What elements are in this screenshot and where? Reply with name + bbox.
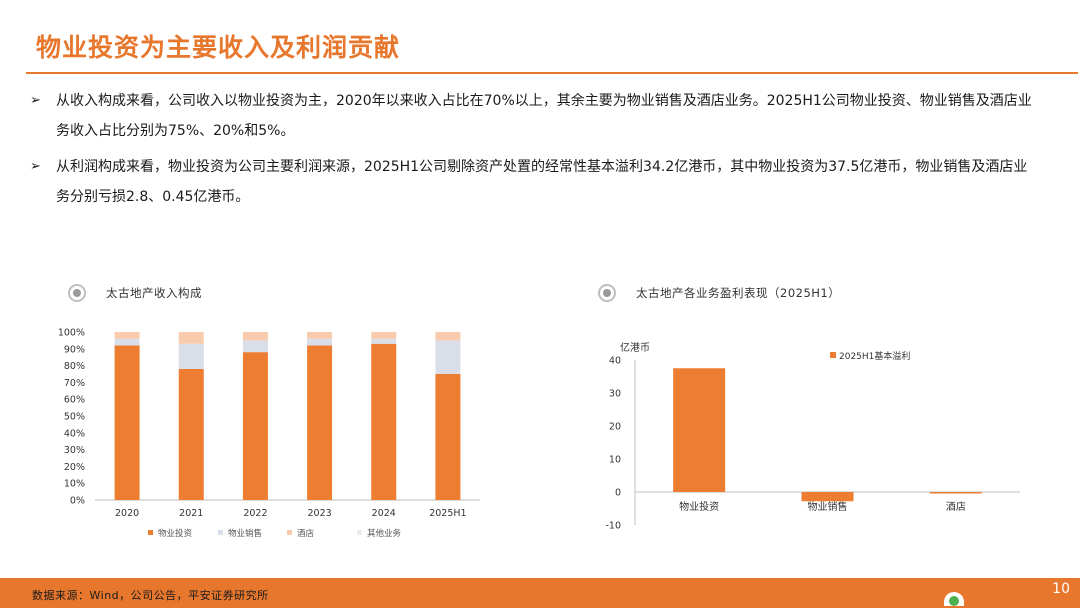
x-tick-label: 物业销售: [808, 500, 848, 513]
chart2-title: 太古地产各业务盈利表现（2025H1）: [636, 286, 841, 300]
bullet-profit: ➢ 从利润构成来看，物业投资为公司主要利润来源，2025H1公司剔除资产处置的经…: [30, 152, 1040, 212]
y-tick-label: 30: [609, 389, 621, 400]
page-number: 10: [1052, 581, 1070, 597]
x-tick-label: 2025H1: [429, 508, 466, 519]
y-tick-label: 100%: [58, 328, 85, 339]
legend-label: 物业投资: [158, 528, 193, 539]
y-tick-label: 20: [609, 422, 621, 433]
x-tick-label: 酒店: [946, 500, 966, 513]
bar-property-investment: [114, 345, 140, 500]
legend-swatch: [357, 530, 362, 535]
y-tick-label: 80%: [64, 361, 85, 372]
bar-property-sales: [242, 340, 268, 353]
bar-hotel: [371, 332, 397, 339]
revenue-composition-chart: 0% 10% 20% 30% 40% 50% 60% 70% 80% 90% 100% 2020 202…: [58, 328, 480, 539]
brand-logo-icon: [944, 592, 964, 606]
bar-property-sales: [114, 338, 140, 346]
y-tick-label: 20%: [64, 462, 85, 473]
legend-swatch: [830, 352, 836, 358]
legend-label: 其他业务: [367, 528, 402, 539]
chart1-header: 太古地产收入构成: [68, 284, 202, 302]
legend-label: 酒店: [297, 528, 315, 539]
x-tick-label: 2022: [243, 508, 267, 519]
y-tick-label: 60%: [64, 395, 85, 406]
x-tick-label: 2021: [179, 508, 203, 519]
bar-property-investment: [242, 352, 268, 500]
bar-property-investment: [178, 368, 204, 500]
bar-hotel: [435, 332, 461, 341]
chart1-title: 太古地产收入构成: [106, 286, 202, 300]
x-tick-label: 2023: [307, 508, 331, 519]
bullet-arrow-icon: ➢: [30, 93, 41, 108]
bar-property-investment: [307, 345, 333, 500]
bullet-arrow-icon: ➢: [30, 159, 41, 174]
legend-label: 2025H1基本溢利: [839, 350, 910, 362]
bar-property-sales: [371, 338, 397, 344]
bullet-list: ➢ 从收入构成来看，公司收入以物业投资为主，2020年以来收入占比在70%以上，…: [30, 86, 1040, 212]
legend-swatch: [218, 530, 223, 535]
target-icon: [68, 284, 86, 302]
y-tick-label: 10: [609, 455, 621, 466]
y-tick-label: 70%: [64, 378, 85, 389]
legend-swatch: [287, 530, 292, 535]
bar-segment-profit: [801, 492, 854, 502]
title-divider: [26, 72, 1078, 74]
target-icon: [598, 284, 616, 302]
y-axis-unit-label: 亿港币: [620, 341, 650, 354]
slide-title: 物业投资为主要收入及利润贡献: [36, 33, 401, 62]
legend-swatch: [148, 530, 153, 535]
x-tick-label: 2024: [372, 508, 396, 519]
bar-property-sales: [435, 340, 461, 374]
y-tick-label: 0%: [70, 496, 85, 507]
bar-hotel: [178, 332, 204, 344]
x-tick-label: 物业投资: [679, 500, 719, 513]
legend-label: 物业销售: [228, 528, 262, 539]
bullet-revenue: ➢ 从收入构成来看，公司收入以物业投资为主，2020年以来收入占比在70%以上，…: [30, 86, 1040, 146]
chart2-header: 太古地产各业务盈利表现（2025H1）: [598, 284, 840, 302]
y-tick-label: 0: [615, 488, 621, 499]
bar-segment-profit: [929, 492, 982, 494]
y-tick-label: -10: [605, 521, 621, 532]
bullet-profit-text: 从利润构成来看，物业投资为公司主要利润来源，2025H1公司剔除资产处置的经常性…: [56, 159, 1028, 205]
bar-segment-profit: [673, 368, 726, 492]
bar-property-investment: [371, 343, 397, 500]
y-tick-label: 10%: [64, 479, 85, 490]
bar-property-sales: [307, 338, 333, 346]
x-tick-label: 2020: [115, 508, 139, 519]
bar-hotel: [307, 332, 333, 339]
segment-profit-chart: 亿港币 -10 0 10 20 30 40 物业投资 物业销售 酒店 2025H1基本溢利: [605, 341, 1020, 532]
bar-property-sales: [178, 343, 204, 369]
bullet-revenue-text: 从收入构成来看，公司收入以物业投资为主，2020年以来收入占比在70%以上，其余…: [56, 93, 1032, 139]
data-source: 数据来源：Wind，公司公告，平安证券研究所: [32, 589, 269, 602]
y-tick-label: 40: [609, 356, 621, 367]
bar-hotel: [242, 332, 268, 341]
y-tick-label: 30%: [64, 445, 85, 456]
bar-hotel: [114, 332, 140, 339]
bar-property-investment: [435, 374, 461, 500]
footer-bar: [0, 578, 1080, 608]
y-tick-label: 90%: [64, 344, 85, 355]
y-tick-label: 40%: [64, 428, 85, 439]
y-tick-label: 50%: [64, 412, 85, 423]
